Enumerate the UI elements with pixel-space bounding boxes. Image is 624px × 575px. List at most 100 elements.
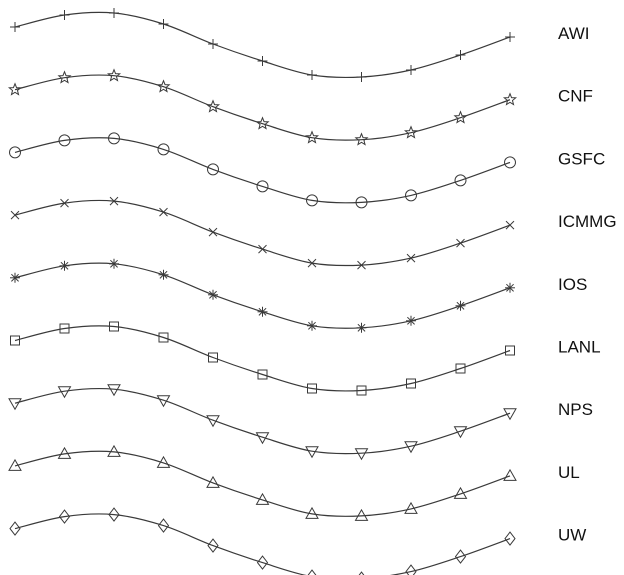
data-point-x — [357, 260, 366, 270]
data-point-plus — [356, 72, 367, 82]
data-point-star — [106, 68, 122, 82]
data-point-triangle-up — [156, 455, 171, 468]
data-point-triangle-down — [206, 415, 220, 428]
data-point-triangle-down — [156, 395, 171, 408]
data-point-asterisk — [505, 282, 515, 293]
data-point-triangle-down — [354, 448, 369, 461]
data-point-triangle-up — [8, 458, 22, 471]
data-point-star — [7, 82, 23, 96]
data-point-asterisk — [158, 269, 169, 280]
data-point-asterisk — [59, 260, 70, 271]
data-point-triangle-down — [107, 384, 121, 397]
data-point-diamond — [157, 518, 170, 533]
data-point-x — [208, 227, 218, 237]
series-icmmg — [10, 196, 515, 270]
data-point-asterisk — [109, 258, 119, 269]
series-gsfc — [9, 132, 516, 209]
data-point-square — [406, 378, 416, 389]
data-point-triangle-up — [206, 475, 220, 488]
data-point-square — [109, 321, 119, 332]
data-point-circle — [207, 163, 219, 176]
legend-label-ul: UL — [558, 463, 580, 482]
series-ios — [10, 258, 515, 333]
data-point-square — [10, 335, 20, 346]
data-point-diamond — [108, 507, 120, 522]
series-line — [14, 137, 511, 204]
series-uw — [9, 507, 516, 575]
data-point-triangle-up — [404, 501, 418, 514]
series-line — [14, 199, 511, 267]
data-point-star — [205, 99, 221, 113]
legend-label-nps: NPS — [558, 400, 593, 419]
data-point-plus — [10, 22, 20, 32]
data-point-x — [10, 210, 20, 220]
legend-label-icmmg: ICMMG — [558, 212, 617, 231]
series-awi — [10, 8, 515, 82]
legend: AWI CNF GSFC ICMMG IOS LANL NPS UL UW — [558, 24, 617, 545]
data-point-plus — [406, 65, 416, 75]
data-point-triangle-up — [354, 508, 369, 521]
data-point-asterisk — [406, 315, 416, 326]
data-point-x — [258, 244, 267, 254]
data-point-diamond — [9, 521, 21, 536]
data-point-circle — [355, 196, 368, 209]
legend-label-lanl: LANL — [558, 338, 601, 357]
data-point-triangle-up — [503, 468, 517, 481]
data-point-plus — [158, 19, 169, 29]
series-line — [14, 513, 511, 575]
data-point-circle — [306, 194, 318, 207]
data-point-asterisk — [356, 322, 367, 333]
data-point-asterisk — [257, 306, 268, 317]
data-point-plus — [455, 50, 466, 60]
data-point-square — [455, 363, 466, 374]
data-point-x — [505, 220, 515, 230]
series-line — [14, 74, 511, 141]
data-point-circle — [108, 132, 120, 145]
data-point-square — [356, 385, 367, 396]
legend-label-awi: AWI — [558, 24, 589, 43]
legend-label-gsfc: GSFC — [558, 149, 605, 168]
data-point-star — [403, 125, 419, 139]
legend-label-ios: IOS — [558, 275, 587, 294]
data-point-star — [57, 70, 72, 84]
plot-area — [7, 8, 518, 575]
series-lanl — [10, 321, 515, 396]
data-point-plus — [208, 39, 218, 49]
data-point-triangle-up — [305, 506, 319, 519]
data-point-circle — [157, 143, 170, 156]
legend-label-uw: UW — [558, 526, 586, 545]
data-point-circle — [454, 174, 467, 187]
data-point-triangle-down — [57, 386, 72, 399]
data-point-square — [158, 332, 169, 343]
data-point-triangle-down — [453, 426, 468, 439]
data-point-triangle-down — [503, 408, 517, 421]
data-point-plus — [307, 70, 317, 80]
data-point-asterisk — [307, 320, 317, 331]
data-point-x — [60, 198, 69, 208]
data-point-plus — [59, 10, 70, 20]
data-point-diamond — [504, 531, 516, 546]
data-point-x — [307, 258, 317, 268]
data-point-triangle-up — [453, 486, 468, 499]
data-point-square — [307, 383, 317, 394]
data-point-x — [456, 238, 465, 248]
data-point-triangle-up — [255, 492, 270, 505]
data-point-triangle-down — [255, 432, 270, 445]
data-point-circle — [256, 180, 269, 193]
data-point-diamond — [405, 564, 417, 575]
series-line — [14, 450, 511, 517]
data-point-diamond — [256, 555, 269, 570]
data-point-diamond — [207, 538, 219, 553]
data-point-star — [156, 79, 171, 93]
data-point-x — [406, 253, 416, 263]
data-point-circle — [405, 189, 417, 202]
data-point-square — [59, 323, 70, 334]
data-point-square — [257, 369, 268, 380]
data-point-circle — [58, 134, 71, 147]
data-point-square — [505, 345, 515, 356]
data-point-triangle-up — [107, 444, 121, 457]
data-point-plus — [109, 8, 119, 18]
data-point-circle — [9, 146, 21, 159]
data-point-diamond — [58, 509, 71, 524]
data-point-triangle-down — [8, 398, 22, 411]
